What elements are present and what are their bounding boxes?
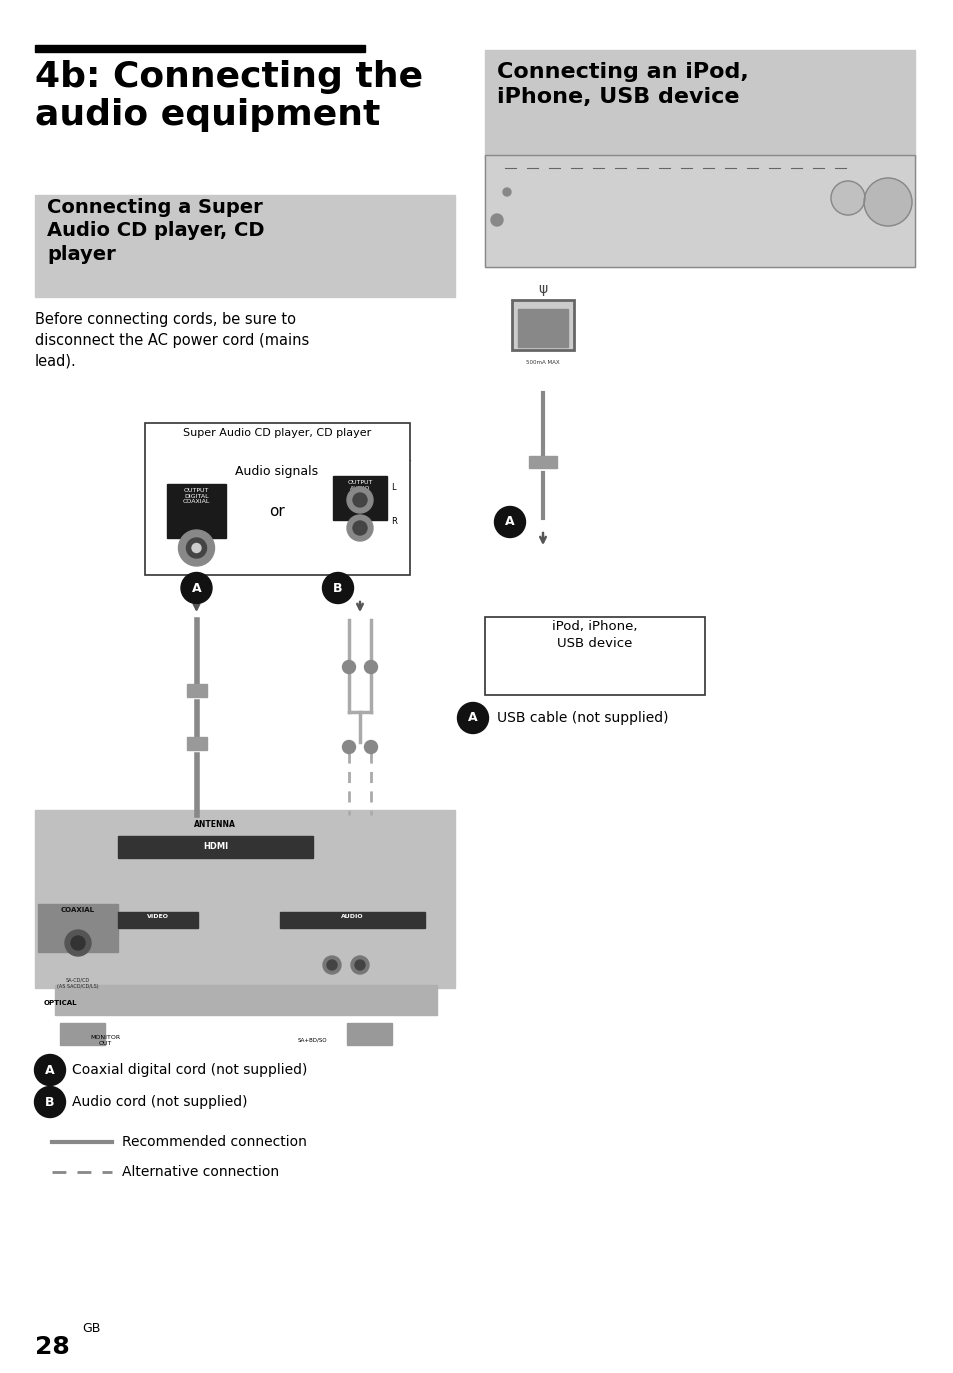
Circle shape <box>353 493 367 507</box>
Circle shape <box>364 740 377 754</box>
Text: 28: 28 <box>35 1335 70 1359</box>
Circle shape <box>34 1054 66 1086</box>
Text: A: A <box>45 1064 54 1076</box>
Bar <box>118 912 198 928</box>
Text: 4b: Connecting the
audio equipment: 4b: Connecting the audio equipment <box>35 60 423 132</box>
Circle shape <box>863 178 911 227</box>
Text: COAXIAL: COAXIAL <box>61 908 95 913</box>
Text: Connecting a Super
Audio CD player, CD
player: Connecting a Super Audio CD player, CD p… <box>47 198 264 264</box>
Bar <box>484 155 914 266</box>
Text: A: A <box>192 582 201 595</box>
Text: Audio signals: Audio signals <box>235 465 318 478</box>
Circle shape <box>192 544 201 552</box>
Circle shape <box>34 1086 66 1118</box>
Text: R: R <box>391 518 396 526</box>
Bar <box>167 485 226 538</box>
Text: ψ: ψ <box>537 281 547 297</box>
Bar <box>280 912 424 928</box>
Circle shape <box>355 960 365 969</box>
Text: HDMI: HDMI <box>203 842 228 851</box>
Text: MONITOR
OUT: MONITOR OUT <box>90 1035 120 1046</box>
Bar <box>35 810 455 989</box>
Text: Coaxial digital cord (not supplied): Coaxial digital cord (not supplied) <box>71 1063 307 1076</box>
Text: OPTICAL: OPTICAL <box>43 1000 76 1006</box>
Bar <box>118 836 313 858</box>
Circle shape <box>502 188 511 196</box>
Bar <box>512 299 574 350</box>
Bar <box>333 476 387 520</box>
Bar <box>55 984 436 1015</box>
Circle shape <box>342 740 355 754</box>
Text: Alternative connection: Alternative connection <box>122 1166 279 1179</box>
Bar <box>517 309 567 347</box>
Circle shape <box>830 181 864 216</box>
Text: L: L <box>391 483 395 493</box>
Text: Connecting an iPod,
iPhone, USB device: Connecting an iPod, iPhone, USB device <box>497 62 748 107</box>
Text: or: or <box>269 504 285 519</box>
Bar <box>186 684 206 697</box>
Text: GB: GB <box>82 1322 100 1335</box>
Circle shape <box>186 538 206 557</box>
Text: iPod, iPhone,
USB device: iPod, iPhone, USB device <box>552 621 638 649</box>
Circle shape <box>65 930 91 956</box>
Circle shape <box>351 956 369 973</box>
Text: Before connecting cords, be sure to
disconnect the AC power cord (mains
lead).: Before connecting cords, be sure to disc… <box>35 312 309 369</box>
Text: Audio cord (not supplied): Audio cord (not supplied) <box>71 1096 247 1109</box>
Text: B: B <box>45 1096 54 1108</box>
Circle shape <box>353 520 367 535</box>
Circle shape <box>181 573 212 604</box>
Text: B: B <box>333 582 342 595</box>
Text: OUTPUT
AUDIO: OUTPUT AUDIO <box>347 481 373 490</box>
Circle shape <box>347 487 373 514</box>
Bar <box>38 903 118 951</box>
Text: SA+BD/SO: SA+BD/SO <box>297 1038 327 1043</box>
Bar <box>186 737 206 750</box>
Bar <box>35 45 365 52</box>
Circle shape <box>327 960 336 969</box>
Circle shape <box>323 956 340 973</box>
Circle shape <box>322 573 354 604</box>
Circle shape <box>347 515 373 541</box>
Text: SA-CD/CD
(AS SACD/CD/LS): SA-CD/CD (AS SACD/CD/LS) <box>57 978 99 989</box>
Text: VIDEO: VIDEO <box>147 914 169 919</box>
Bar <box>484 49 914 161</box>
Bar <box>347 1023 392 1045</box>
Text: USB cable (not supplied): USB cable (not supplied) <box>497 711 668 725</box>
Text: Recommended connection: Recommended connection <box>122 1135 307 1149</box>
Text: Super Audio CD player, CD player: Super Audio CD player, CD player <box>183 428 371 438</box>
Text: 500mA MAX: 500mA MAX <box>526 360 559 365</box>
Text: AUDIO: AUDIO <box>341 914 363 919</box>
Circle shape <box>342 660 355 674</box>
Circle shape <box>364 660 377 674</box>
Circle shape <box>71 936 85 950</box>
Text: OUTPUT
DIGITAL
COAXIAL: OUTPUT DIGITAL COAXIAL <box>183 487 210 504</box>
Circle shape <box>494 507 525 537</box>
Text: A: A <box>468 711 477 725</box>
Bar <box>145 423 410 575</box>
Circle shape <box>491 214 502 227</box>
Text: ANTENNA: ANTENNA <box>193 820 235 829</box>
Bar <box>484 155 914 266</box>
Bar <box>60 1023 105 1045</box>
Circle shape <box>178 530 214 566</box>
Bar <box>529 456 557 468</box>
Circle shape <box>457 703 488 733</box>
Text: A: A <box>505 515 515 529</box>
Bar <box>35 195 455 297</box>
Bar <box>484 616 704 695</box>
